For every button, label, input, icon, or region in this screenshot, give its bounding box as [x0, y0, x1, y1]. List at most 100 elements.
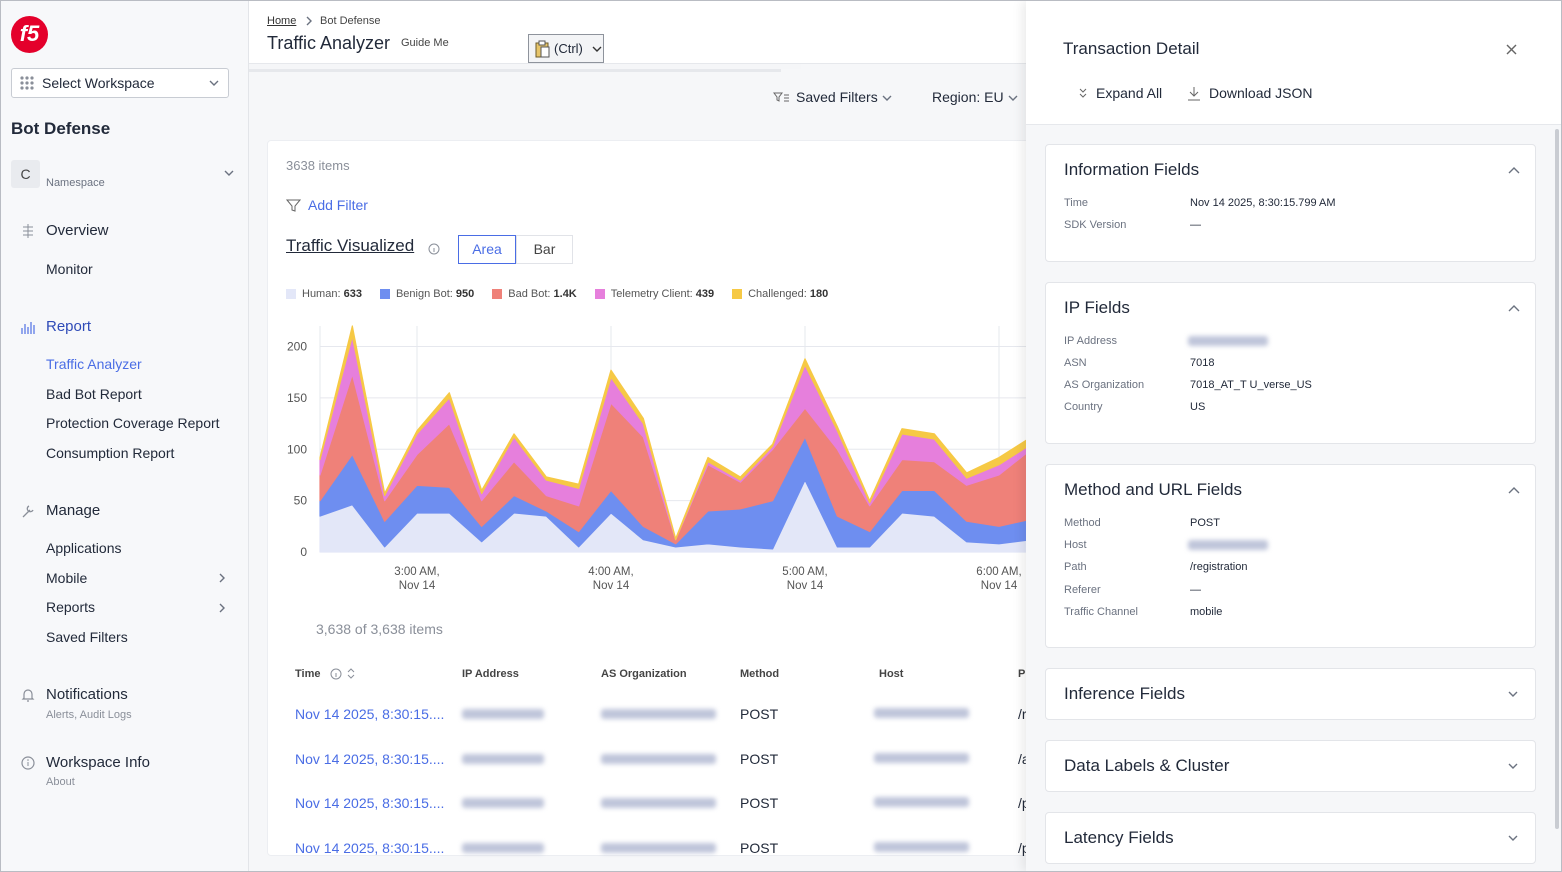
section-toggle-glyph — [1508, 834, 1518, 842]
field-value: 7018 — [1190, 353, 1214, 373]
nav-item[interactable]: Protection Coverage Report — [46, 413, 220, 433]
field-value: — — [1190, 580, 1201, 600]
view-toggle[interactable]: Area — [458, 235, 516, 264]
footer-label[interactable]: Notifications — [46, 685, 128, 705]
info-icon-glyph — [428, 243, 440, 255]
expand-icon-glyph — [1078, 88, 1088, 100]
field-label: Path — [1064, 557, 1087, 577]
close-button[interactable] — [1506, 44, 1517, 55]
nav-item[interactable]: Applications — [46, 538, 122, 558]
legend-item[interactable]: Human: 633 — [286, 285, 362, 303]
section-toggle[interactable] — [1508, 166, 1520, 174]
panel-header — [1026, 1, 1561, 125]
section-title[interactable]: IP Fields — [1064, 298, 1130, 318]
section-toggle[interactable] — [1508, 690, 1518, 698]
column-header[interactable]: P — [1018, 664, 1025, 684]
section-toggle[interactable] — [1508, 304, 1520, 312]
footer-label[interactable]: Workspace Info — [46, 753, 150, 773]
region-chevron[interactable] — [1008, 94, 1018, 102]
detail-panel: Transaction DetailExpand AllDownload JSO… — [1026, 1, 1561, 871]
section-title[interactable]: Method and URL Fields — [1064, 480, 1242, 500]
section-title[interactable]: Information Fields — [1064, 160, 1199, 180]
x-tick-label: 3:00 AM, Nov 14 — [387, 565, 447, 593]
view-toggle[interactable]: Bar — [516, 235, 573, 264]
breadcrumb-link[interactable]: Home — [267, 11, 296, 31]
clipboard-label: (Ctrl) — [554, 39, 583, 59]
saved-filters-chevron[interactable] — [882, 94, 892, 102]
add-filter-icon-glyph — [286, 198, 301, 213]
blurred-org — [601, 798, 716, 808]
download-json[interactable]: Download JSON — [1209, 83, 1313, 103]
time-link[interactable]: Nov 14 2025, 8:30:15.... — [295, 793, 444, 813]
section-toggle[interactable] — [1508, 834, 1518, 842]
region-select[interactable]: Region: EU — [932, 87, 1004, 107]
breadcrumb-sep[interactable] — [305, 16, 313, 26]
nav-item[interactable]: Bad Bot Report — [46, 384, 142, 404]
field-label: Method — [1064, 513, 1101, 533]
legend-item[interactable]: Bad Bot: 1.4K — [492, 285, 577, 303]
section-title[interactable]: Latency Fields — [1064, 828, 1174, 848]
column-header[interactable]: IP Address — [462, 664, 519, 684]
sort-icon-glyph — [347, 667, 355, 680]
column-header[interactable]: AS Organization — [601, 664, 687, 684]
field-value: — — [1190, 215, 1201, 235]
clipboard-button[interactable]: (Ctrl) — [528, 34, 604, 63]
section-toggle[interactable] — [1508, 486, 1520, 494]
breadcrumb-sep-glyph — [305, 16, 313, 26]
footer-icon-glyph — [20, 755, 36, 771]
section-toggle-glyph — [1508, 762, 1518, 770]
workspace-chevron[interactable] — [209, 79, 219, 87]
sort-icon[interactable] — [347, 667, 355, 680]
column-header[interactable]: Method — [740, 664, 779, 684]
clipboard-chevron[interactable] — [592, 45, 602, 53]
viz-title[interactable]: Traffic Visualized — [286, 236, 414, 256]
section-title[interactable]: Inference Fields — [1064, 684, 1185, 704]
legend-item[interactable]: Benign Bot: 950 — [380, 285, 474, 303]
section-toggle[interactable] — [1508, 762, 1518, 770]
saved-filters[interactable]: Saved Filters — [796, 87, 878, 107]
field-value: Nov 14 2025, 8:30:15.799 AM — [1190, 193, 1336, 213]
expand-all[interactable]: Expand All — [1096, 83, 1162, 103]
nav-item[interactable]: Reports — [46, 597, 95, 617]
guide-link[interactable]: Guide Me — [401, 33, 449, 53]
nav-group[interactable]: Report — [46, 317, 91, 337]
add-filter[interactable]: Add Filter — [308, 195, 368, 215]
logo: f5 — [11, 16, 48, 53]
blurred-host — [874, 708, 969, 718]
column-header[interactable]: Host — [879, 664, 903, 684]
legend-text: Bad Bot: 1.4K — [508, 285, 577, 303]
legend-name: Bad Bot: — [508, 288, 550, 300]
legend-item[interactable]: Telemetry Client: 439 — [595, 285, 714, 303]
blurred-ip — [462, 754, 544, 764]
y-tick-label: 0 — [300, 545, 307, 559]
namespace-chevron[interactable] — [224, 169, 234, 177]
nav-icon-glyph — [20, 319, 36, 335]
time-link[interactable]: Nov 14 2025, 8:30:15.... — [295, 749, 444, 769]
time-info-icon — [330, 668, 342, 680]
column-header[interactable]: Time — [295, 664, 320, 684]
legend-swatch — [595, 289, 605, 299]
nav-chevron[interactable] — [218, 603, 226, 613]
nav-item[interactable]: Monitor — [46, 259, 93, 279]
time-link[interactable]: Nov 14 2025, 8:30:15.... — [295, 704, 444, 724]
nav-group[interactable]: Manage — [46, 501, 100, 521]
nav-group[interactable]: Overview — [46, 221, 109, 241]
nav-item[interactable]: Mobile — [46, 568, 87, 588]
nav-chevron-glyph — [218, 573, 226, 583]
nav-icon — [20, 319, 36, 335]
blurred-value — [1188, 336, 1268, 346]
nav-chevron[interactable] — [218, 573, 226, 583]
legend-swatch — [380, 289, 390, 299]
time-link[interactable]: Nov 14 2025, 8:30:15.... — [295, 838, 444, 858]
field-label: Time — [1064, 193, 1088, 213]
add-filter-icon — [286, 198, 301, 213]
nav-item[interactable]: Consumption Report — [46, 443, 174, 463]
field-label: SDK Version — [1064, 215, 1126, 235]
legend-item[interactable]: Challenged: 180 — [732, 285, 828, 303]
workspace-icon-glyph — [20, 76, 34, 90]
workspace-select[interactable]: Select Workspace — [11, 68, 229, 98]
section-title[interactable]: Data Labels & Cluster — [1064, 756, 1229, 776]
nav-item[interactable]: Saved Filters — [46, 627, 128, 647]
nav-item[interactable]: Traffic Analyzer — [46, 354, 142, 374]
section-title: Bot Defense — [11, 119, 110, 139]
